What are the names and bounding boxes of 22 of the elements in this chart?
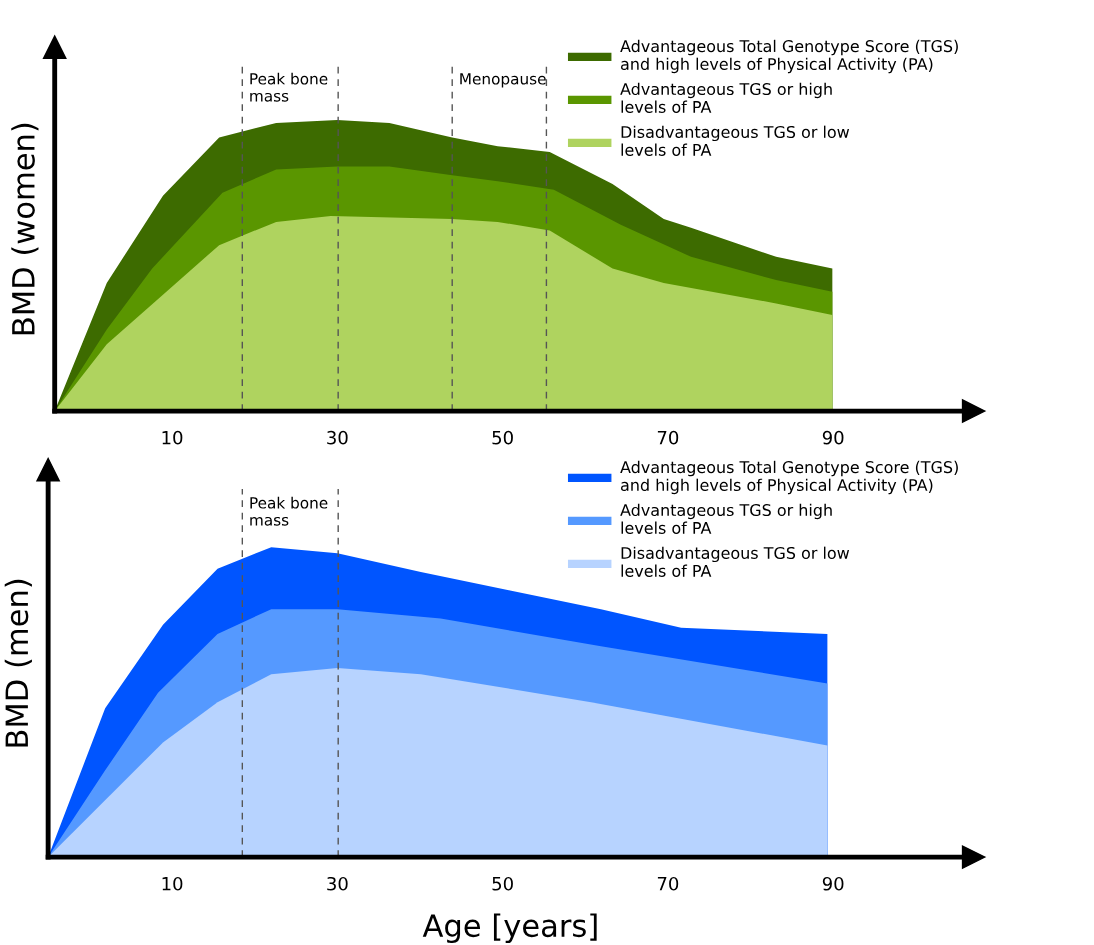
x-tick-label: 10 bbox=[162, 430, 183, 445]
x-tick-label: 50 bbox=[492, 876, 513, 891]
text: Menopause bbox=[460, 73, 546, 88]
x-tick-label: 10 bbox=[162, 876, 183, 891]
y-axis-title: BMD (women) bbox=[11, 123, 39, 335]
legend-label: Advantageous TGS or high levels of PA bbox=[620, 82, 832, 113]
y-axis-title: BMD (men) bbox=[4, 579, 32, 747]
x-tick-label: 50 bbox=[492, 430, 513, 445]
legend-label: Disadvantageous TGS or low levels of PA bbox=[621, 125, 850, 156]
legend-label: Advantageous Total Genotype Score (TGS) and high levels of Physical Activity (PA) bbox=[620, 460, 958, 495]
x-tick-label: 30 bbox=[327, 430, 348, 445]
x-tick-label: 90 bbox=[822, 876, 844, 891]
legend-label: Advantageous Total Genotype Score (TGS) and high levels of Physical Activity (PA) bbox=[620, 39, 958, 74]
legend-label: Advantageous TGS or high levels of PA bbox=[620, 503, 832, 534]
text: Peak bone mass bbox=[250, 496, 328, 526]
x-tick-label: 30 bbox=[327, 876, 348, 891]
legend-label: Disadvantageous TGS or low levels of PA bbox=[621, 546, 850, 577]
x-tick-label: 70 bbox=[657, 430, 679, 445]
text: Peak bone mass bbox=[250, 72, 328, 102]
x-tick-label: 70 bbox=[657, 876, 679, 891]
x-axis-title: Age [years] bbox=[422, 913, 597, 944]
x-tick-label: 90 bbox=[822, 430, 844, 445]
